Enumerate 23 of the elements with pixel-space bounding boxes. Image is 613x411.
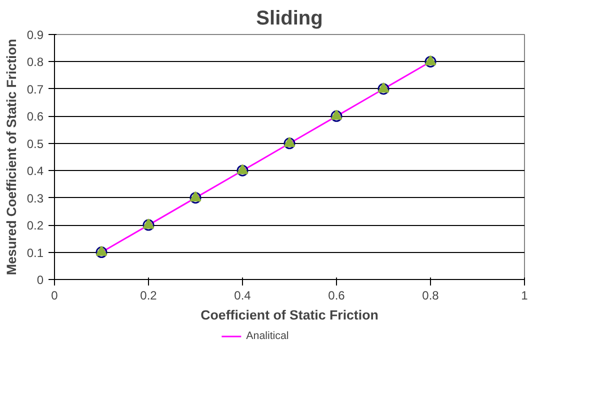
y-axis-title: Mesured Coefficient of Static Friction [4, 38, 19, 276]
x-axis-title: Coefficient of Static Friction [200, 308, 378, 322]
y-tick-label: 0.6 [26, 110, 44, 124]
y-tick-label: 0.5 [26, 136, 44, 151]
x-tick-label: 0.2 [140, 288, 158, 302]
y-tick-label: 0 [36, 273, 44, 287]
x-tick-label: 1 [521, 288, 528, 302]
y-tick-label: 0.4 [26, 164, 44, 178]
y-tick-label: 0.2 [26, 218, 44, 233]
legend-label: Analitical [246, 330, 289, 342]
point [96, 246, 108, 258]
y-tick-label: 0.8 [26, 55, 44, 70]
y-tick-label: 0.7 [26, 82, 44, 96]
y-tick-label: 0.1 [26, 246, 44, 260]
chart-title: Sliding [256, 8, 323, 30]
point [190, 192, 202, 204]
x-tick-label: 0.4 [234, 288, 252, 302]
point [190, 191, 202, 202]
x-tick-label: 0.6 [328, 288, 346, 302]
y-tick-label: 0.3 [26, 191, 44, 206]
y-tick-label: 0.9 [26, 28, 44, 42]
x-tick-label: 0.8 [422, 288, 440, 302]
x-tick-label: 0 [51, 288, 58, 302]
